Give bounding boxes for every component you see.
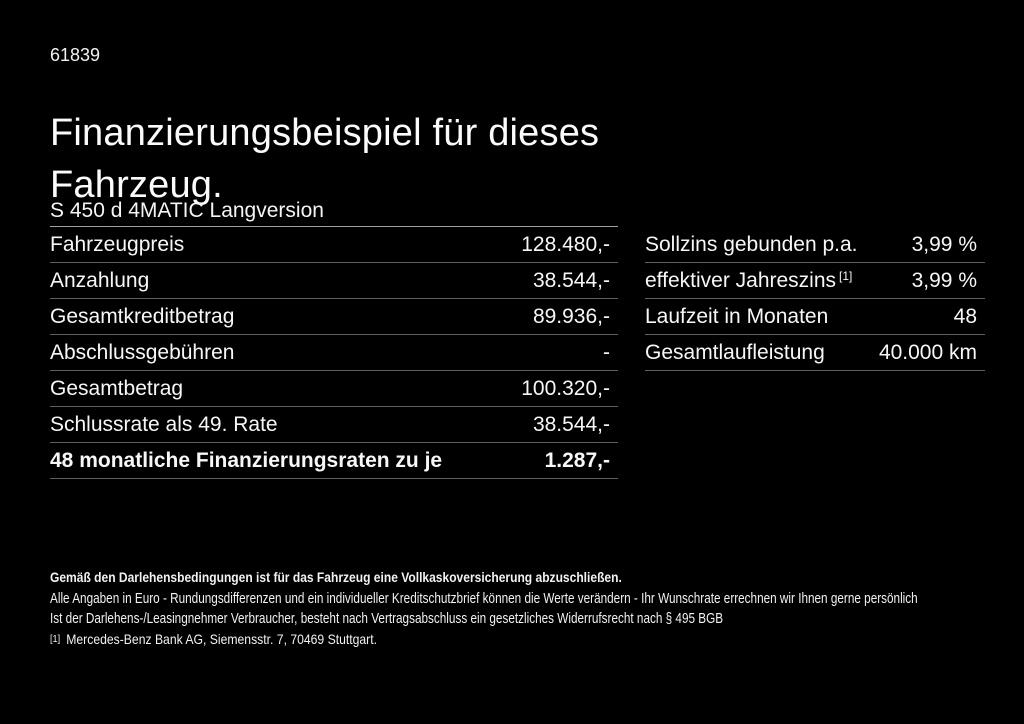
conditions-table: Sollzins gebunden p.a. 3,99 % effektiver J… [645, 227, 985, 371]
conditions-row: Gesamtlaufleistung 40.000 km [645, 335, 985, 371]
finance-row-value: 38.544,- [532, 412, 610, 436]
finance-row-value: 89.936,- [532, 304, 610, 328]
finance-row-label: Fahrzeugpreis [50, 232, 185, 256]
footnote-text: Mercedes-Benz Bank AG, Siemensstr. 7, 70… [66, 631, 378, 647]
finance-row: Gesamtbetrag 100.320,- [50, 371, 618, 407]
finance-row-value: 38.544,- [532, 268, 610, 292]
conditions-row-value: 40.000 km [878, 340, 977, 364]
finance-row-value: - [603, 340, 610, 364]
finance-row-label: Abschlussgebühren [50, 340, 235, 364]
doc-number: 61839 [50, 45, 101, 65]
finance-row: Abschlussgebühren - [50, 335, 618, 371]
page-title: Finanzierungsbeispiel für dieses Fahrzeu… [50, 112, 600, 207]
footnote-marker: [1] [50, 633, 61, 645]
vehicle-model-subtitle: S 450 d 4MATIC Langversion [50, 199, 618, 227]
conditions-row-value: 3,99 % [911, 268, 977, 292]
finance-row: Schlussrate als 49. Rate 38.544,- [50, 407, 618, 443]
finance-row: 48 monatliche Finanzierungsraten zu je 1.… [50, 443, 618, 479]
finance-row-label: Gesamtbetrag [50, 376, 184, 400]
finance-row-label: Schlussrate als 49. Rate [50, 412, 278, 436]
conditions-row-value: 3,99 % [911, 232, 977, 256]
finance-row: Fahrzeugpreis 128.480,- [50, 227, 618, 263]
footnote: [1] Mercedes-Benz Bank AG, Siemensstr. 7,… [50, 631, 377, 647]
conditions-row: effektiver Jahreszins [1] 3,99 % [645, 263, 985, 299]
finance-row-label: 48 monatliche Finanzierungsraten zu je [50, 448, 443, 472]
insurance-notice: Gemäß den Darlehensbedingungen ist für d… [50, 569, 622, 585]
conditions-row-label: Sollzins gebunden p.a. [645, 232, 858, 256]
conditions-row-label: effektiver Jahreszins [1] [645, 268, 853, 292]
finance-row-value: 128.480,- [521, 232, 610, 256]
finance-row: Anzahlung 38.544,- [50, 263, 618, 299]
finance-row-value: 100.320,- [521, 376, 610, 400]
finance-row-value: 1.287,- [544, 448, 610, 472]
conditions-row-label: Gesamtlaufleistung [645, 340, 825, 364]
conditions-row-value: 48 [953, 304, 977, 328]
finance-row-label: Gesamtkreditbetrag [50, 304, 235, 328]
finance-table: Fahrzeugpreis 128.480,- Anzahlung 38.544,- G… [50, 227, 618, 479]
conditions-row: Laufzeit in Monaten 48 [645, 299, 985, 335]
conditions-row-label: Laufzeit in Monaten [645, 304, 829, 328]
finance-row-label: Anzahlung [50, 268, 150, 292]
disclaimer-line: Alle Angaben in Euro - Rundungsdifferenz… [50, 591, 918, 607]
disclaimer-line: Ist der Darlehens-/Leasingnehmer Verbrau… [50, 611, 724, 627]
footnote-reference: [1] [839, 268, 853, 283]
conditions-row: Sollzins gebunden p.a. 3,99 % [645, 227, 985, 263]
finance-row: Gesamtkreditbetrag 89.936,- [50, 299, 618, 335]
